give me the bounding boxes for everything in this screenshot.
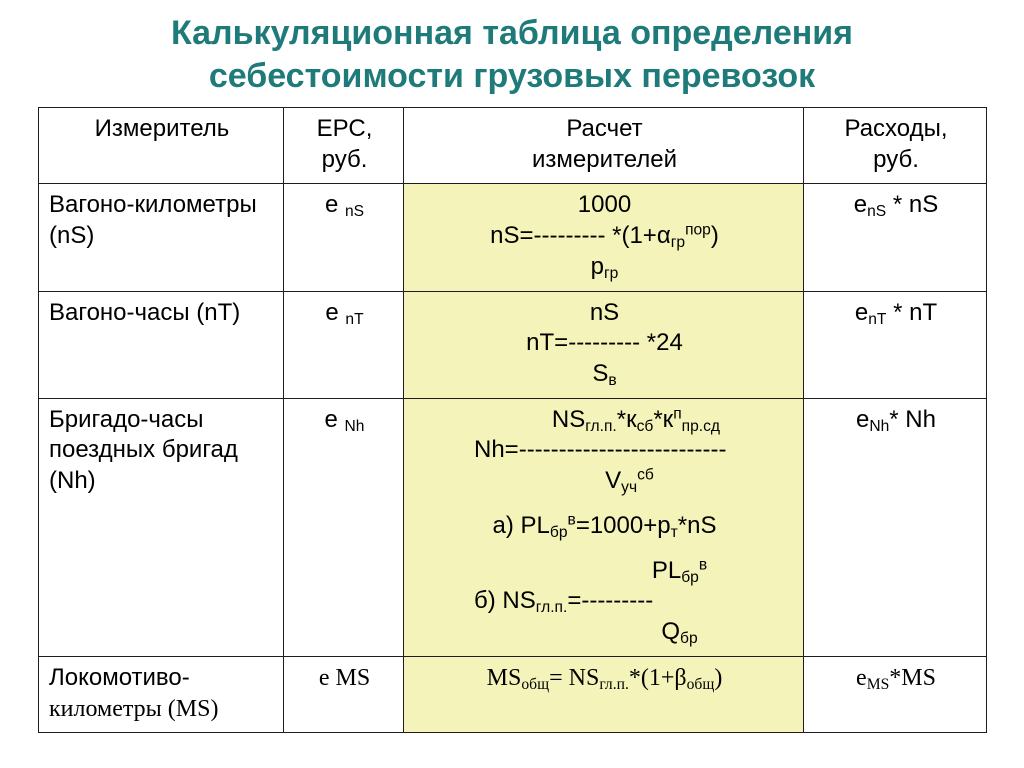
table-row: Вагоно-часы (nT) e nT nS nT=--------- *2… [39,291,987,398]
cell-calc: 1000 nS=--------- *(1+αгрпор) ргр [404,184,804,291]
table-row: Бригадо-часы поездных бригад (Nh) e Nh N… [39,398,987,656]
header-cost: Расходы, руб. [804,108,987,184]
title-line-1: Калькуляционная таблица определения [171,14,853,52]
table-header-row: Измеритель ЕРС, руб. Расчет измерителей … [39,108,987,184]
title-line-2: себестоимости грузовых перевозок [209,57,815,95]
table-row: Локомотиво- километры (MS) e MS MSобщ= N… [39,656,987,732]
fraction-numerator: PLбрв [474,556,795,587]
fraction-numerator: NSгл.п.*ксб*кппр.сд [474,405,785,436]
cell-cost: eNh* Nh [804,398,987,656]
fraction-denominator: Vучсб [474,466,785,497]
header-erc: ЕРС, руб. [284,108,404,184]
cell-cost: enS * nS [804,184,987,291]
header-calc: Расчет измерителей [404,108,804,184]
formula-2: а) PLбрв=1000+рт*nS [414,511,795,542]
cell-cost: enT * nT [804,291,987,398]
cell-calc: MSобщ= NSгл.п.*(1+βобщ) [404,656,804,732]
slide: Калькуляционная таблица определения себе… [0,0,1024,768]
cost-table: Измеритель ЕРС, руб. Расчет измерителей … [38,107,987,733]
cell-cost: eMS*MS [804,656,987,732]
cell-erc: e nT [284,291,404,398]
cell-calc: nS nT=--------- *24 Sв [404,291,804,398]
fraction-numerator: nS [590,299,619,326]
cell-calc: NSгл.п.*ксб*кппр.сд Nh=-----------------… [404,398,804,656]
cell-meter: Вагоно-часы (nT) [39,291,284,398]
formula-1: NSгл.п.*ксб*кппр.сд Nh=-----------------… [414,405,795,497]
header-meter: Измеритель [39,108,284,184]
cell-meter: Вагоно-километры (nS) [39,184,284,291]
cell-erc: e MS [284,656,404,732]
page-title: Калькуляционная таблица определения себе… [38,12,986,97]
formula-3: PLбрв б) NSгл.п.=--------- Qбр [414,556,795,648]
cell-erc: e nS [284,184,404,291]
fraction-denominator: S [592,360,608,387]
cell-erc: e Nh [284,398,404,656]
fraction-denominator: р [591,253,604,280]
fraction-denominator: Qбр [474,617,795,648]
cell-meter: Локомотиво- километры (MS) [39,656,284,732]
fraction-numerator: 1000 [578,191,631,218]
table-row: Вагоно-километры (nS) e nS 1000 nS=-----… [39,184,987,291]
cell-meter: Бригадо-часы поездных бригад (Nh) [39,398,284,656]
